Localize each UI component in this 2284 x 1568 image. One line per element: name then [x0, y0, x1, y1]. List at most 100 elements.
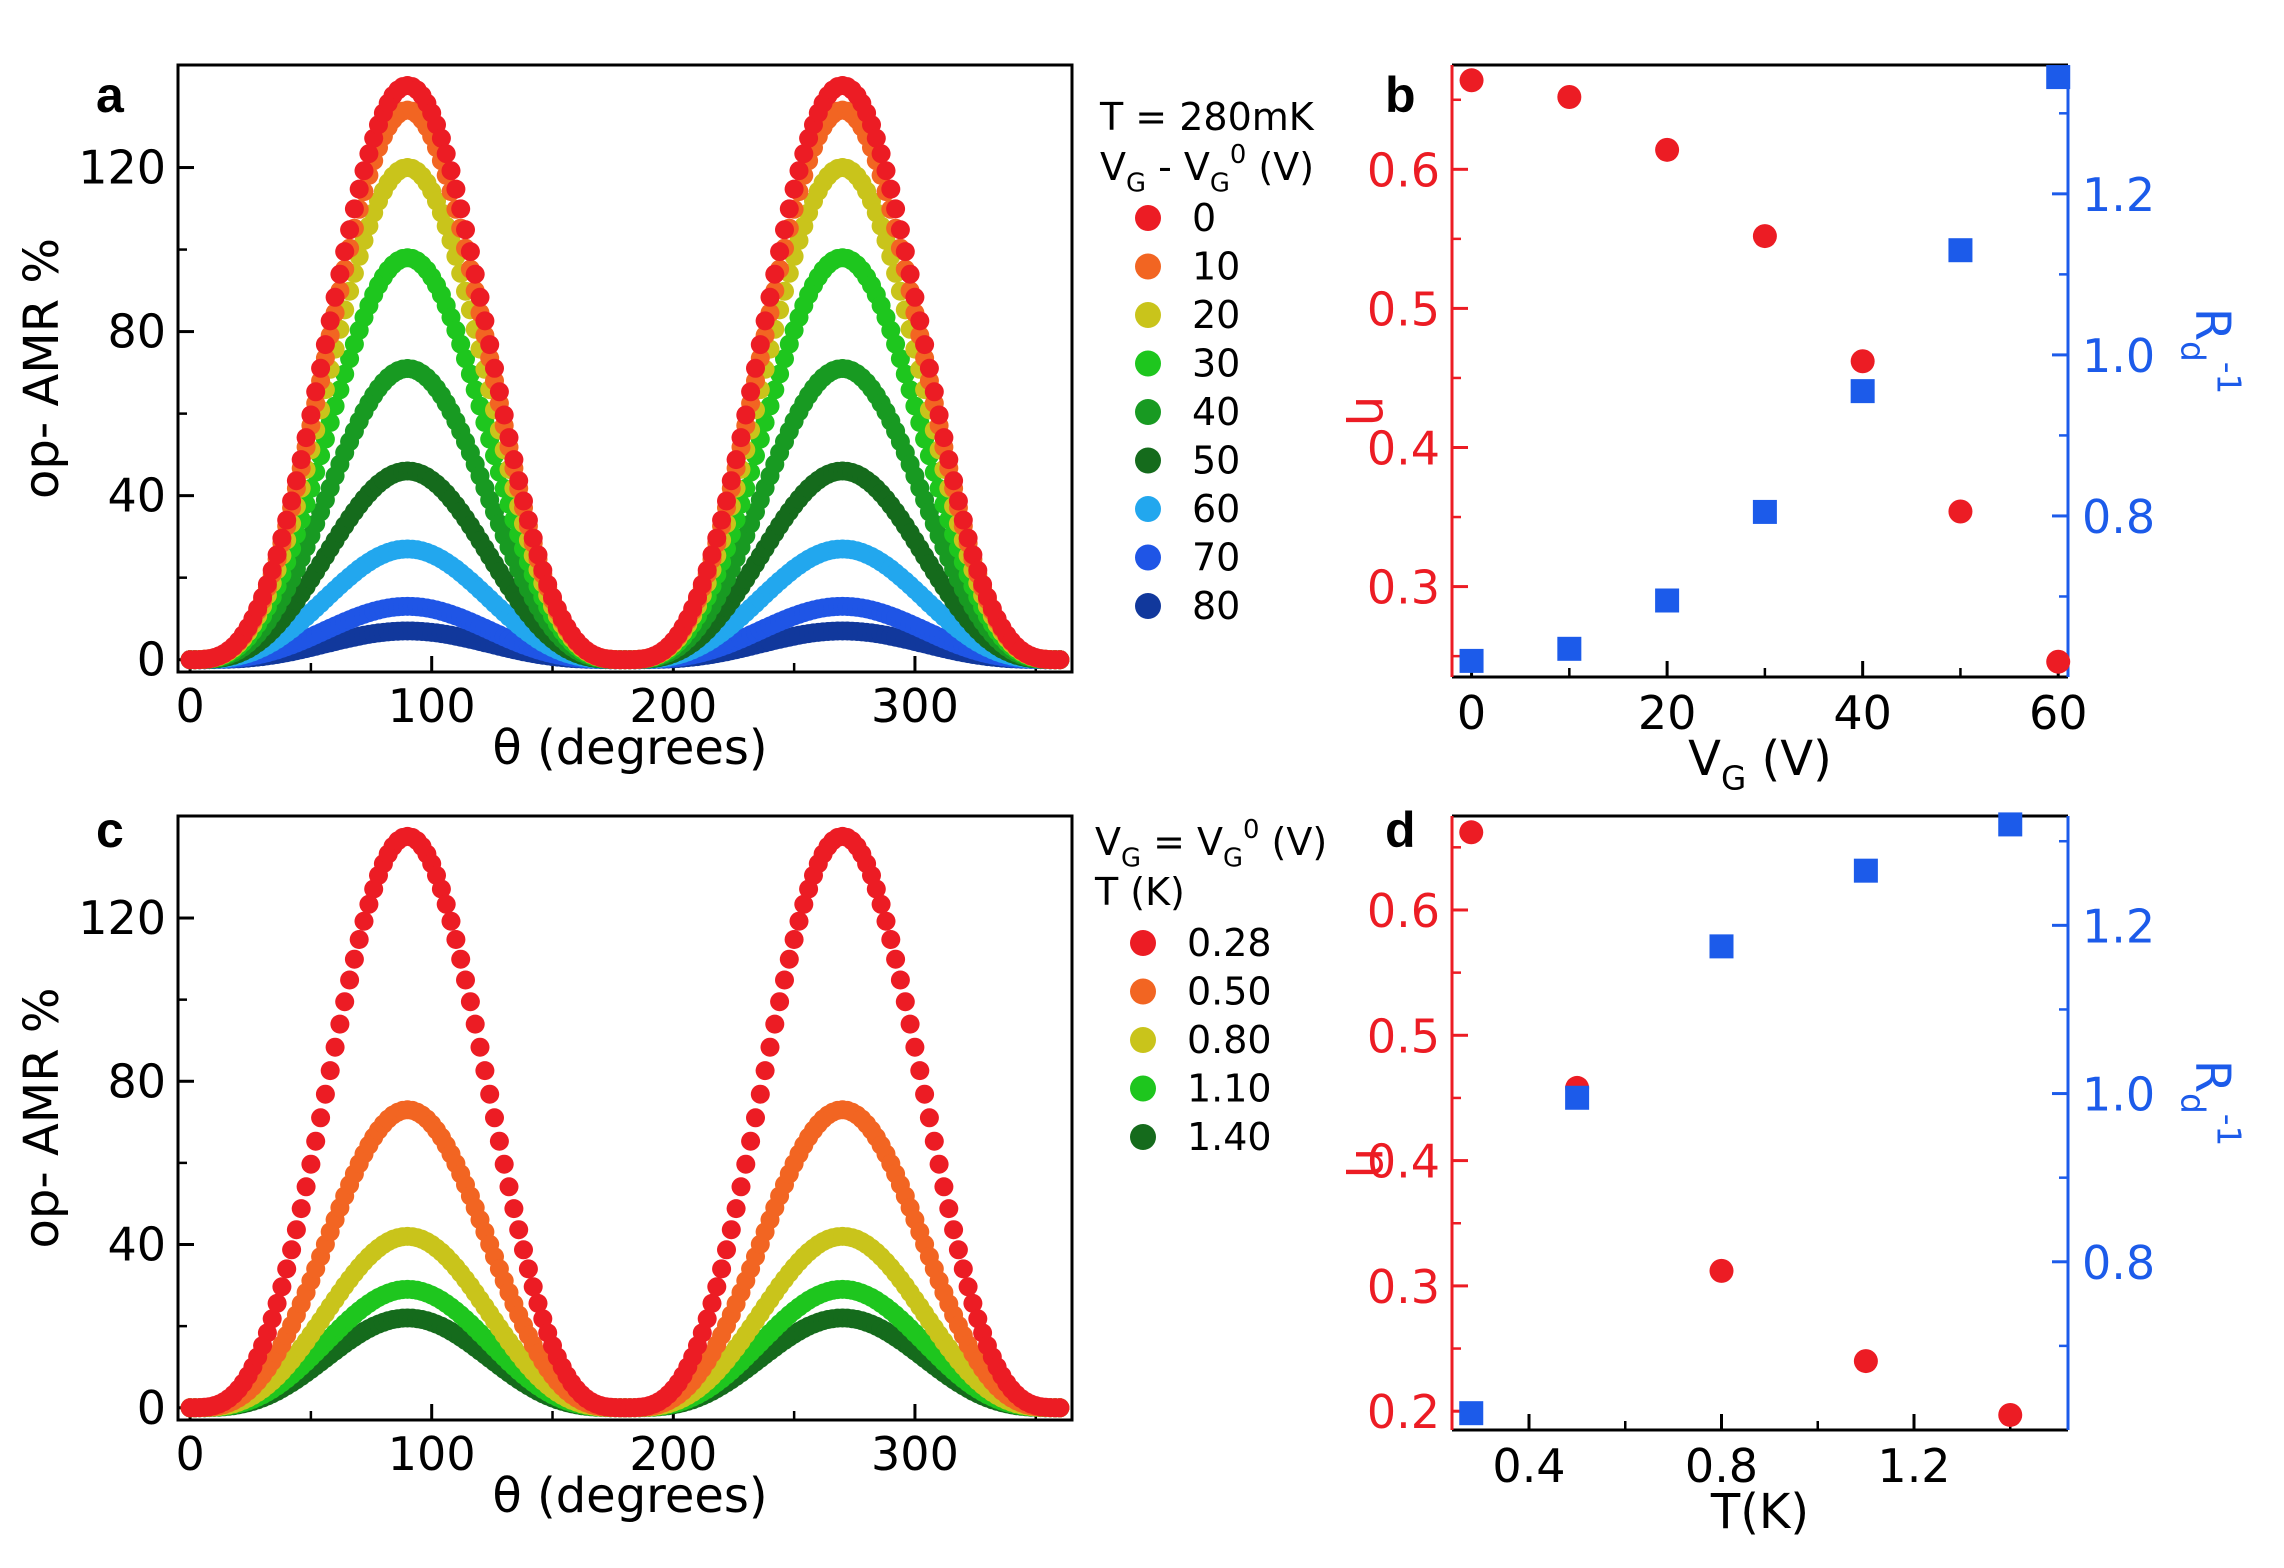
data-point [325, 1037, 345, 1057]
rd-inverse-point [2046, 65, 2071, 90]
data-point [306, 1131, 326, 1151]
data-point [330, 264, 350, 284]
data-point [886, 199, 906, 219]
left-tick-label: 0.4 [1367, 1135, 1440, 1189]
data-point [794, 144, 814, 164]
data-point [919, 1108, 939, 1128]
data-point [876, 161, 896, 181]
data-point [523, 528, 543, 548]
data-point [871, 894, 891, 914]
data-point [436, 894, 456, 914]
data-point [320, 311, 340, 331]
rd-inverse-point [1752, 499, 1777, 524]
data-point [460, 364, 480, 384]
x-axis-label: θ (degrees) [492, 1468, 767, 1524]
right-tick-label: 1.0 [2082, 329, 2155, 383]
data-point [359, 894, 379, 914]
x-tick-label: 20 [1638, 686, 1697, 740]
data-point [721, 1220, 741, 1240]
legend-label: 80 [1192, 584, 1240, 628]
data-point [871, 144, 891, 164]
data-point [480, 335, 500, 355]
data-point [963, 1293, 983, 1313]
data-point [944, 471, 964, 491]
right-tick-label: 1.0 [2082, 1068, 2155, 1122]
data-point [335, 364, 355, 384]
data-point [470, 396, 490, 416]
data-point [770, 992, 790, 1012]
data-point [905, 396, 925, 416]
y-tick-label: 80 [107, 1054, 166, 1108]
legend-label: 0 [1192, 196, 1216, 240]
data-point [311, 1108, 331, 1128]
x-axis-label: VG (V) [1688, 731, 1832, 797]
right-tick-label: 1.2 [2082, 168, 2155, 222]
data-point [948, 1240, 968, 1260]
x-tick-label: 200 [629, 679, 717, 733]
data-point [325, 287, 345, 307]
data-point [886, 334, 906, 354]
legend-marker [1135, 447, 1161, 474]
chart-d: 0.4 0.8 1.2 0.2 0.3 0.4 0.5 0.6 0.8 1.0 1.2 T(K) η Rd… [1344, 812, 2248, 1540]
data-point [349, 930, 369, 949]
data-point [465, 264, 485, 284]
chart-b: 0 20 40 60 0.3 0.4 0.5 0.6 0.8 1.0 1.2 VG (V) η Rd-1 [1344, 63, 2248, 797]
data-point [712, 510, 732, 530]
data-point [789, 161, 809, 181]
data-point [277, 1259, 297, 1279]
eta-point [1459, 820, 1484, 845]
rd-inverse-point [1655, 588, 1680, 613]
data-point [359, 144, 379, 164]
data-point [267, 545, 287, 565]
legend-marker [1135, 302, 1161, 328]
data-point [910, 1061, 930, 1081]
data-point [779, 949, 799, 969]
data-point [770, 364, 790, 384]
data-point [272, 1277, 292, 1297]
data-point [499, 428, 519, 448]
plot-frame [176, 814, 1074, 1422]
chart-c: 0 100 200 300 0 40 80 120 θ (degrees) op- AMR % VG… [14, 814, 1327, 1524]
data-point [895, 364, 915, 384]
data-point [465, 380, 485, 400]
eta-point [1709, 1258, 1734, 1283]
data-point [944, 1220, 964, 1240]
eta-point [1853, 1349, 1878, 1374]
data-point [746, 1108, 765, 1128]
data-point [939, 1199, 959, 1219]
data-point [446, 179, 466, 199]
data-point [301, 1154, 321, 1174]
x-axis-label: T(K) [1710, 1484, 1809, 1540]
data-point [489, 382, 509, 402]
rd-inverse-point [1459, 648, 1484, 673]
right-tick-label: 1.2 [2082, 899, 2155, 953]
data-point [726, 1199, 746, 1219]
series-rd-inverse [1459, 812, 2023, 1426]
y-tick-label: 120 [78, 141, 166, 195]
data-point [958, 1277, 978, 1297]
data-point [470, 287, 490, 307]
data-point [514, 1240, 533, 1260]
legend-label: 0.50 [1187, 970, 1272, 1014]
data-point [441, 911, 461, 931]
data-point [311, 358, 331, 378]
data-point [518, 1259, 538, 1279]
data-point [441, 161, 461, 181]
data-point [475, 311, 495, 331]
rd-inverse-point [1853, 858, 1878, 883]
legend-marker [1135, 496, 1161, 522]
data-point [509, 471, 529, 491]
data-point [789, 911, 809, 931]
panel-label-b: b [1385, 67, 1416, 123]
left-tick-label: 0.5 [1367, 1009, 1440, 1063]
data-point [876, 911, 896, 931]
data-point [750, 1084, 770, 1104]
data-point [431, 879, 451, 899]
data-point [465, 1014, 485, 1034]
right-axis-label: Rd-1 [2174, 308, 2248, 395]
data-point [746, 358, 765, 378]
right-tick-label: 0.8 [2082, 1236, 2155, 1290]
legend-header: VG - VG0 (V) [1100, 140, 1314, 199]
data-point [262, 560, 282, 580]
